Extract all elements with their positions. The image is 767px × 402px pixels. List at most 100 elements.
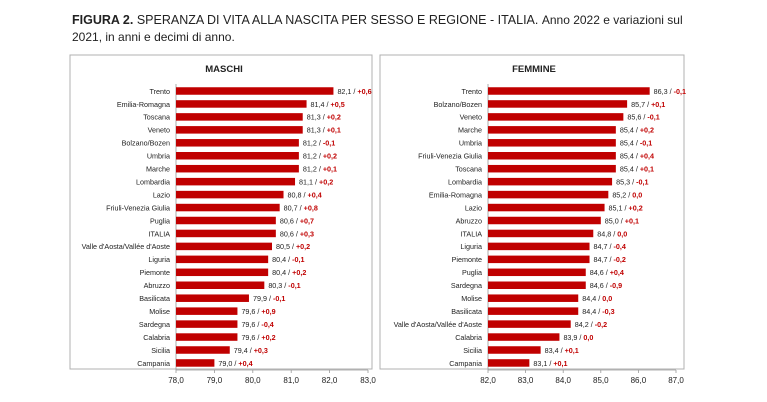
femmine-bar <box>488 359 530 367</box>
maschi-chart-title: MASCHI <box>205 64 242 75</box>
maschi-bar <box>176 216 276 225</box>
femmine-data-label: 85,4 / +0,1 <box>620 165 654 174</box>
femmine-category-label: Bolzano/Bozen <box>434 100 482 109</box>
femmine-bar <box>488 255 590 264</box>
maschi-value-label: 80,6 / <box>280 229 300 238</box>
femmine-value-label: 83,9 / <box>563 333 583 342</box>
maschi-x-tick-label: 80,0 <box>245 376 261 385</box>
maschi-change-label: +0,3 <box>300 229 314 238</box>
femmine-value-label: 85,4 / <box>620 165 640 174</box>
maschi-panel-frame <box>69 54 373 370</box>
femmine-bar <box>488 242 590 251</box>
maschi-category-label: Valle d'Aosta/Vallée d'Aoste <box>82 242 170 251</box>
femmine-change-label: -0,1 <box>640 139 652 148</box>
maschi-bar <box>176 346 230 354</box>
femmine-change-label: +0,2 <box>640 126 654 135</box>
maschi-change-label: +0,2 <box>261 333 275 342</box>
maschi-category-label: Basilicata <box>139 294 170 303</box>
figure-title-caps: SPERANZA DI VITA ALLA NASCITA PER SESSO … <box>136 13 539 27</box>
femmine-change-label: 0,0 <box>602 294 612 303</box>
femmine-change-label: +0,1 <box>565 346 579 355</box>
femmine-data-label: 84,2 / -0,2 <box>575 320 607 329</box>
maschi-category-label: Liguria <box>148 255 170 264</box>
femmine-data-label: 85,7 / +0,1 <box>631 100 665 109</box>
femmine-change-label: +0,2 <box>629 203 643 212</box>
femmine-bar <box>488 333 560 341</box>
femmine-bar <box>488 190 609 199</box>
maschi-category-label: Emilia-Romagna <box>117 100 170 109</box>
maschi-bar <box>176 320 238 328</box>
femmine-data-label: 83,4 / +0,1 <box>545 346 579 355</box>
femmine-value-label: 84,4 / <box>582 307 602 316</box>
maschi-category-label: Friuli-Venezia Giulia <box>106 203 170 212</box>
femmine-bar <box>488 100 628 108</box>
maschi-value-label: 81,2 / <box>303 152 323 161</box>
femmine-data-label: 84,4 / -0,3 <box>582 307 614 316</box>
femmine-x-tick-label: 87,0 <box>668 376 684 385</box>
femmine-category-label: Lazio <box>465 203 482 212</box>
maschi-data-label: 79,4 / +0,3 <box>234 346 268 355</box>
maschi-change-label: +0,6 <box>357 87 371 96</box>
femmine-data-label: 85,2 / 0,0 <box>612 190 642 199</box>
femmine-value-label: 83,1 / <box>533 359 553 368</box>
maschi-change-label: +0,1 <box>327 126 341 135</box>
femmine-data-label: 85,3 / -0,1 <box>616 177 648 186</box>
femmine-value-label: 85,4 / <box>620 152 640 161</box>
maschi-value-label: 80,3 / <box>268 281 288 290</box>
maschi-data-label: 80,7 / +0,8 <box>284 203 318 212</box>
maschi-value-label: 79,9 / <box>253 294 273 303</box>
femmine-bar <box>488 216 601 225</box>
femmine-category-label: Molise <box>461 294 482 303</box>
femmine-data-label: 83,9 / 0,0 <box>563 333 593 342</box>
maschi-change-label: +0,2 <box>319 177 333 186</box>
maschi-value-label: 81,1 / <box>299 177 319 186</box>
femmine-change-label: +0,4 <box>640 152 654 161</box>
maschi-data-label: 79,6 / -0,4 <box>241 320 273 329</box>
maschi-value-label: 81,3 / <box>307 113 327 122</box>
maschi-data-label: 79,9 / -0,1 <box>253 294 285 303</box>
maschi-bar <box>176 307 238 315</box>
maschi-x-tick-label: 83,0 <box>360 376 376 385</box>
femmine-change-label: -0,1 <box>647 113 659 122</box>
femmine-data-label: 85,6 / -0,1 <box>627 113 659 122</box>
maschi-value-label: 81,2 / <box>303 139 323 148</box>
femmine-bar <box>488 113 624 121</box>
femmine-category-label: Calabria <box>455 333 482 342</box>
maschi-bar <box>176 152 299 160</box>
maschi-change-label: +0,2 <box>292 268 306 277</box>
femmine-value-label: 84,7 / <box>594 255 614 264</box>
maschi-value-label: 82,1 / <box>337 87 357 96</box>
femmine-data-label: 86,3 / -0,1 <box>654 87 686 96</box>
femmine-change-label: 0,0 <box>583 333 593 342</box>
maschi-data-label: 80,6 / +0,3 <box>280 229 314 238</box>
figure-label: FIGURA 2. <box>72 13 134 27</box>
maschi-data-label: 80,3 / -0,1 <box>268 281 300 290</box>
femmine-bar <box>488 229 594 238</box>
femmine-value-label: 85,0 / <box>605 216 625 225</box>
maschi-category-label: Sardegna <box>139 320 170 329</box>
maschi-change-label: -0,4 <box>261 320 273 329</box>
maschi-value-label: 80,4 / <box>272 268 292 277</box>
maschi-category-label: Lombardia <box>136 177 170 186</box>
femmine-change-label: +0,1 <box>651 100 665 109</box>
maschi-category-label: Umbria <box>147 152 170 161</box>
femmine-change-label: -0,2 <box>595 320 607 329</box>
femmine-bar <box>488 152 616 160</box>
femmine-change-label: 0,0 <box>617 229 627 238</box>
maschi-value-label: 79,6 / <box>241 320 261 329</box>
femmine-data-label: 84,7 / -0,4 <box>594 242 626 251</box>
maschi-data-label: 81,2 / +0,1 <box>303 165 337 174</box>
femmine-bar <box>488 203 605 212</box>
femmine-value-label: 85,4 / <box>620 139 640 148</box>
maschi-change-label: -0,1 <box>292 255 304 264</box>
femmine-category-label: Abruzzo <box>456 216 482 225</box>
femmine-bar <box>488 177 613 186</box>
maschi-change-label: +0,2 <box>323 152 337 161</box>
femmine-data-label: 85,1 / +0,2 <box>609 203 643 212</box>
femmine-bar <box>488 281 586 289</box>
maschi-bar <box>176 255 269 264</box>
maschi-category-label: Sicilia <box>151 346 170 355</box>
femmine-bar <box>488 164 616 173</box>
femmine-data-label: 85,4 / +0,2 <box>620 126 654 135</box>
maschi-bar <box>176 203 280 212</box>
